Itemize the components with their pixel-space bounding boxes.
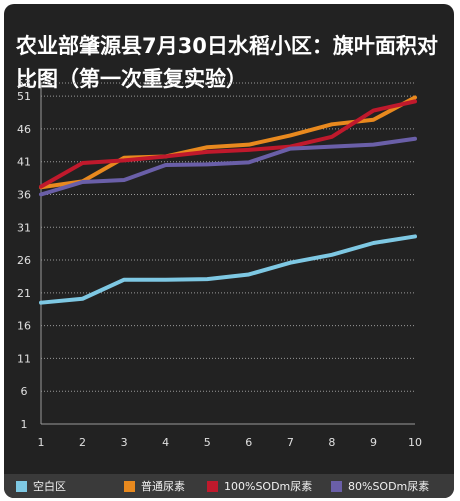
y-tick-label: 51 [17, 90, 31, 103]
series-line-4 [39, 136, 417, 197]
chart-legend: 空白区 普通尿素 100%SODm尿素 80%SODm尿素 [4, 474, 454, 498]
x-tick-label: 1 [38, 436, 45, 449]
x-tick-label: 6 [245, 436, 252, 449]
x-tick-label: 4 [162, 436, 169, 449]
y-tick-label: 26 [17, 254, 31, 267]
legend-swatch [124, 480, 135, 492]
x-tick-label: 7 [287, 436, 294, 449]
legend-swatch [207, 480, 218, 492]
legend-item: 普通尿素 [124, 478, 185, 494]
x-tick-label: 9 [370, 436, 377, 449]
legend-item: 100%SODm尿素 [207, 478, 312, 494]
x-tick-label: 10 [408, 436, 422, 449]
y-tick-label: 1 [21, 418, 28, 431]
y-tick-label: 21 [17, 287, 31, 300]
x-tick-label: 8 [328, 436, 335, 449]
series-line-2 [39, 95, 417, 190]
legend-swatch [16, 480, 27, 492]
y-tick-label: 31 [17, 221, 31, 234]
legend-label: 普通尿素 [141, 480, 185, 493]
chart-title: 农业部肇源县7月30日水稻小区：旗叶面积对比图（第一次重复实验） [16, 34, 438, 91]
y-tick-label: 41 [17, 156, 31, 169]
y-tick-label: 11 [17, 352, 31, 365]
legend-swatch [331, 480, 342, 492]
y-tick-label: 53 [17, 77, 31, 90]
x-tick-label: 3 [121, 436, 128, 449]
y-tick-label: 16 [17, 320, 31, 333]
legend-item: 80%SODm尿素 [331, 478, 429, 494]
y-tick-label: 6 [21, 385, 28, 398]
x-tick-label: 2 [79, 436, 86, 449]
legend-label: 80%SODm尿素 [348, 480, 430, 493]
legend-label: 100%SODm尿素 [224, 480, 313, 493]
legend-label: 空白区 [33, 480, 66, 493]
legend-item: 空白区 [16, 478, 66, 494]
y-tick-label: 36 [17, 188, 31, 201]
chart-frame: 农业部肇源县7月30日水稻小区：旗叶面积对比图（第一次重复实验） 1 6 11 16 2… [4, 4, 454, 498]
y-tick-label: 46 [17, 123, 31, 136]
series-line-1 [39, 234, 417, 305]
series-line-3 [39, 99, 417, 189]
x-tick-label: 5 [204, 436, 211, 449]
